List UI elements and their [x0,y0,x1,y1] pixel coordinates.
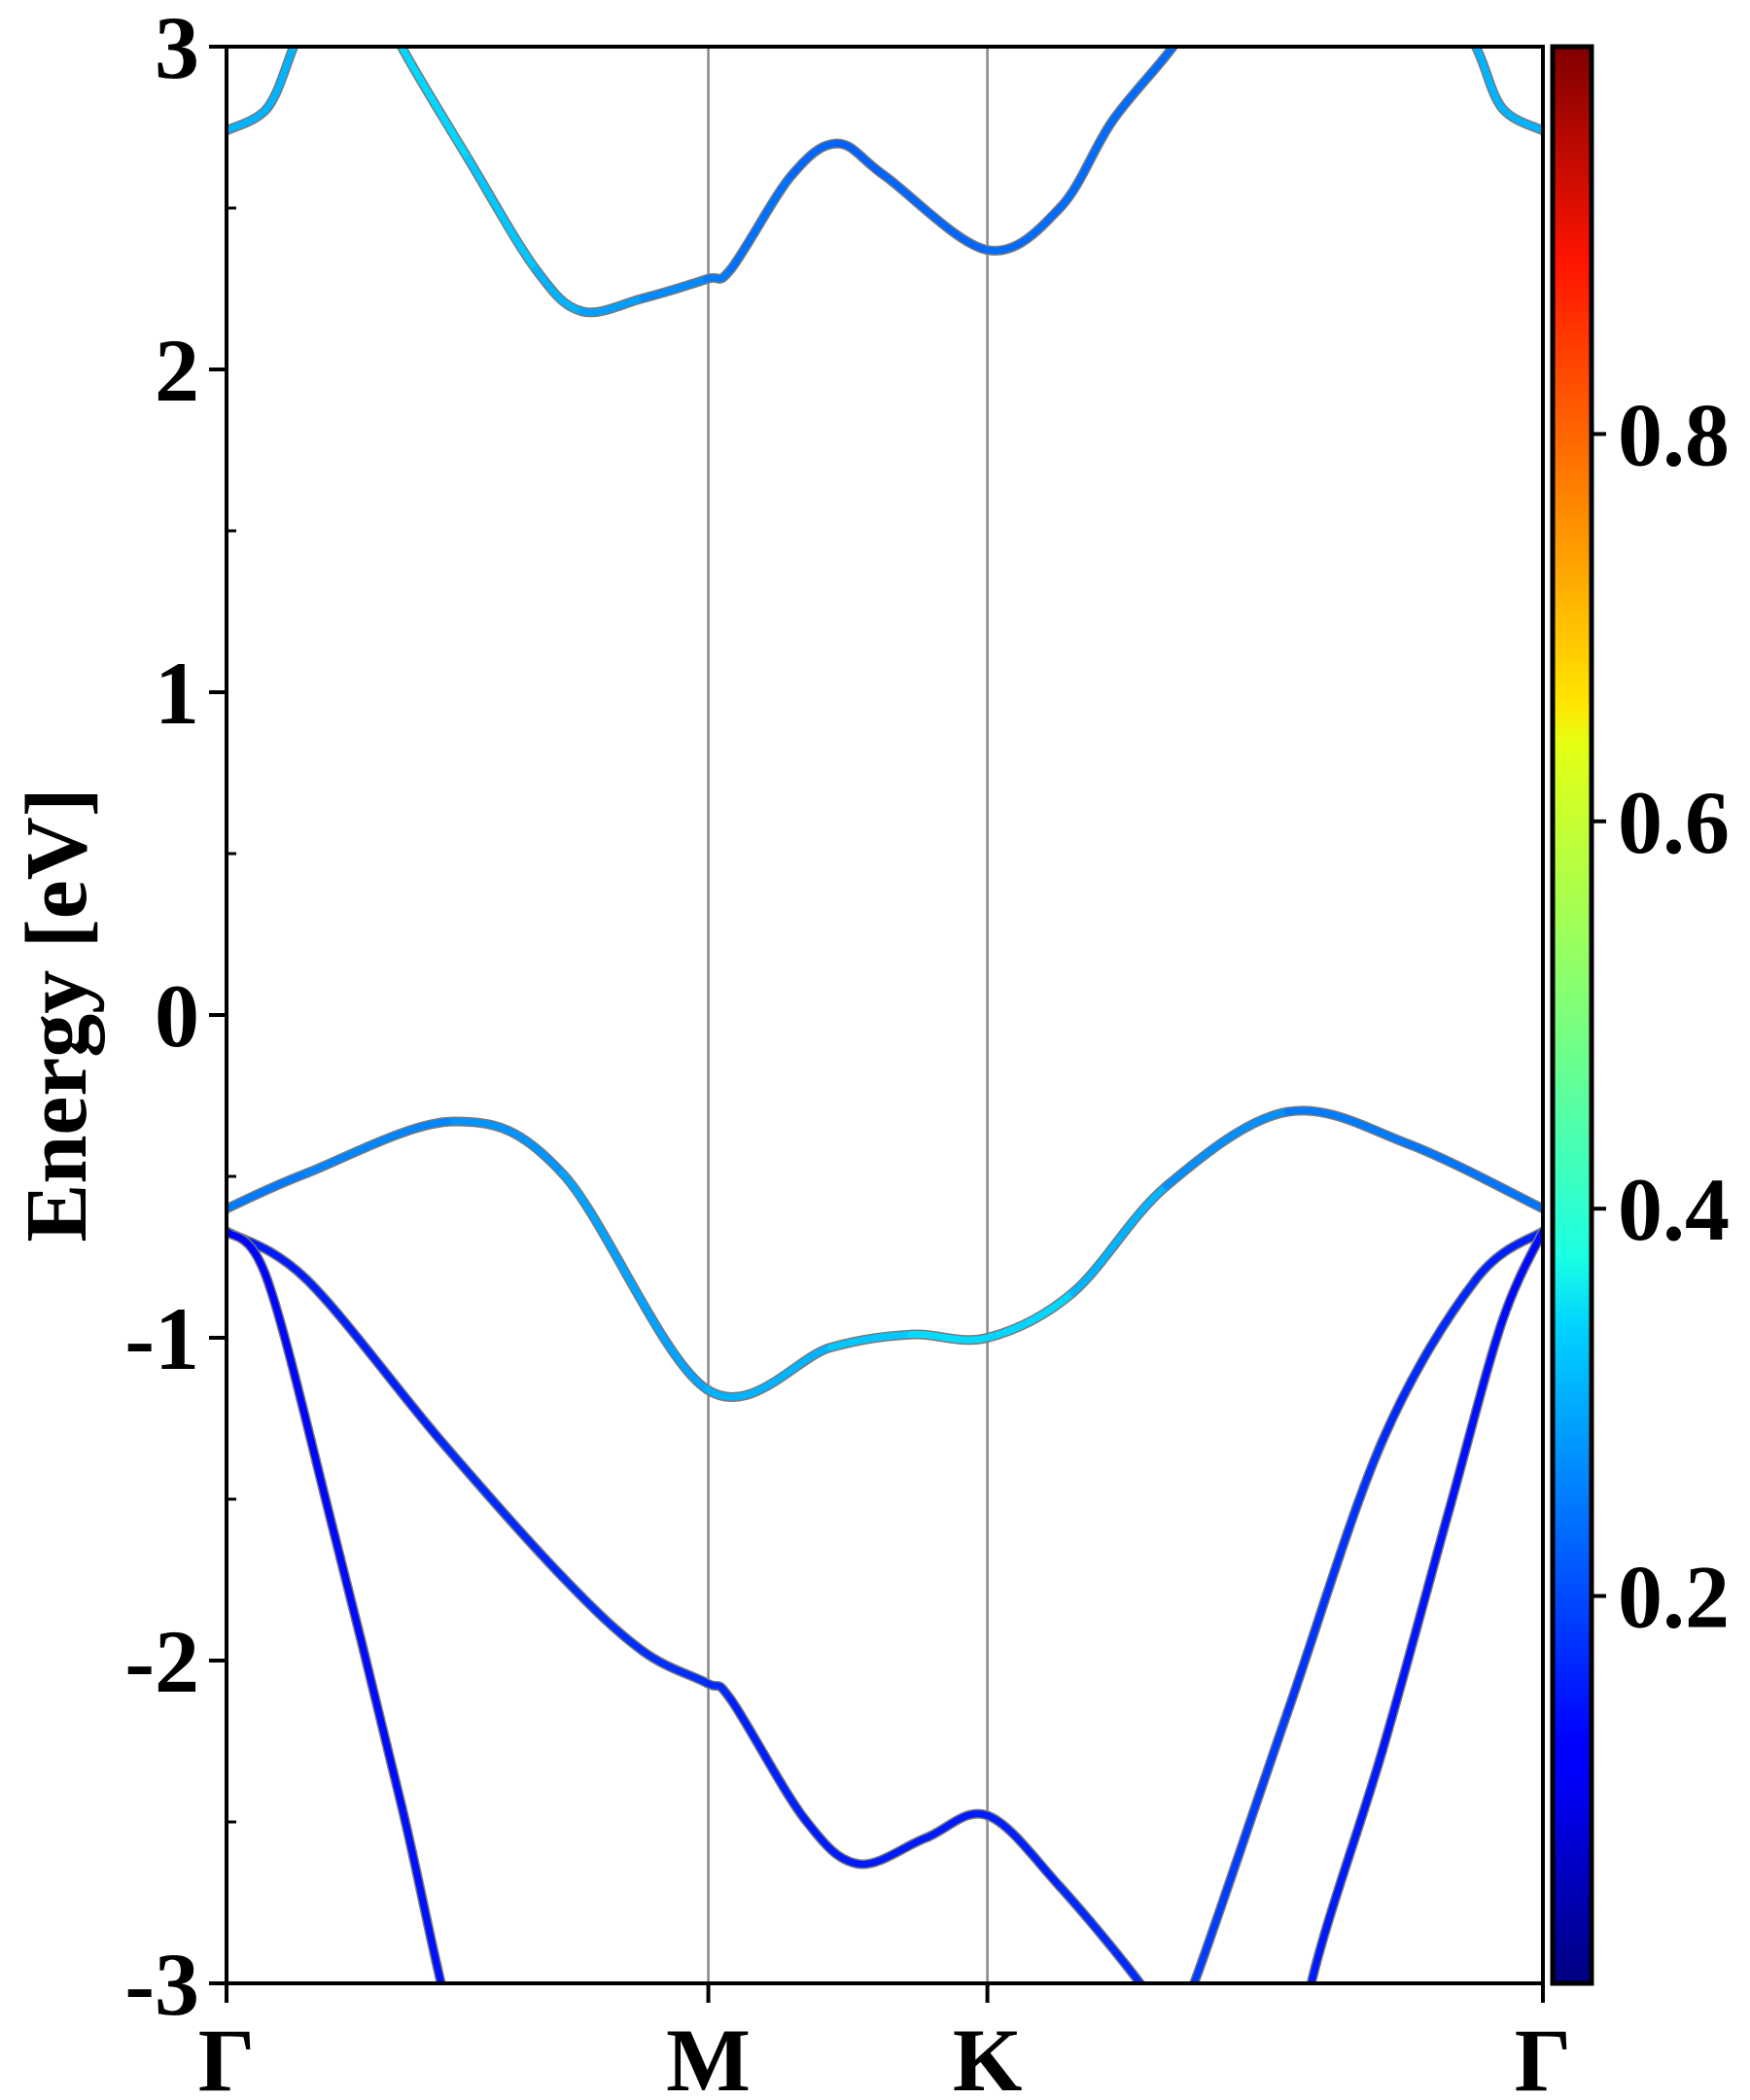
band-segment [398,47,472,163]
valence-band-3 [227,1226,1543,1983]
band-segment [1056,1882,1144,1983]
band-segment [578,295,647,316]
band-segment [855,1835,929,1868]
band-segment [1190,1979,1198,1983]
band-segment [1472,47,1506,112]
band-segment [1471,47,1480,51]
y-axis: 3 2 1 0 -1 -2 -3 [124,0,236,2034]
y-tick-label: 1 [155,644,199,743]
band-segment [1446,1317,1506,1513]
band-segment [907,1331,992,1344]
band-segment [227,104,271,134]
band-segment [703,1344,834,1401]
band-segment [558,1170,711,1393]
x-tick-label: K [953,2011,1023,2100]
band-segment [788,140,841,180]
band-segment [703,265,735,283]
band-segment [727,1696,808,1823]
band-outline [1135,1978,1146,1983]
band-segment [438,1979,445,1983]
band-segment [1056,117,1116,212]
band-segment [826,1331,915,1351]
band-segment [263,47,298,112]
colorbar-ticks: 0.2 0.4 0.6 0.8 [1592,385,1730,1647]
plot-frame [225,45,1545,1985]
band-segment [331,1531,405,1809]
band-segment [558,1573,647,1655]
band-segment [881,172,992,254]
band-outline [1188,1978,1200,1983]
band-outline [1470,47,1481,52]
band-segment [1283,1437,1386,1716]
band-segment [263,1276,338,1539]
valence-band-2 [227,1226,1543,1983]
band-segment [465,156,540,273]
bands [227,47,1543,1983]
band-outline [396,47,407,52]
band-segment [227,1170,311,1212]
band-segment [1498,1227,1543,1325]
band-outline [436,1978,446,1983]
band-segment [800,1815,862,1868]
band-segment [1283,1106,1413,1148]
x-tick-label: Γ [198,2011,256,2100]
band-segment [1108,47,1177,124]
band-segment [922,1810,992,1842]
band-segment [833,140,889,180]
conduction-band-right [1470,47,1543,136]
band-segment [1163,1108,1291,1190]
band-segment [1069,1182,1171,1297]
band-segment [532,265,586,315]
high-symmetry-lines [707,47,989,1983]
band-segment [639,275,711,302]
x-tick-label: M [666,2011,751,2100]
band-segment [398,1802,445,1983]
band-segment [984,204,1064,255]
band-segment [703,1679,735,1703]
conduction-band [227,47,1179,318]
band-segment [639,1647,711,1687]
band-segment [1498,104,1543,134]
band-segment [1308,1979,1315,1983]
y-tick-label: -1 [124,1289,199,1388]
y-tick-label: 0 [155,966,199,1066]
y-tick-label: 3 [155,0,199,97]
band-segment [984,1289,1077,1342]
y-tick-label: -3 [124,1935,199,2034]
band-segment [1170,47,1177,51]
band-segment [1190,1708,1291,1983]
band-segment [227,1227,271,1283]
colorbar-tick-label: 0.2 [1618,1548,1730,1647]
valence-band-1 [227,1105,1543,1402]
colorbar-tick-label: 0.4 [1618,1160,1730,1259]
colorbar-tick-label: 0.6 [1618,773,1730,872]
band-segment [438,1437,566,1581]
colorbar-tick-label: 0.8 [1618,385,1730,484]
band-segment [450,1118,566,1177]
band-outline [1168,47,1179,52]
band-segment [303,1118,458,1177]
y-tick-label: 2 [155,321,199,420]
band-segment [1405,1140,1543,1212]
band-outline [1306,1978,1316,1983]
band-segment [1308,1747,1386,1983]
band-segment [984,1811,1064,1890]
band-segment [1379,1276,1480,1445]
y-axis-label: Energy [eV] [9,788,105,1242]
band-segment [1379,1505,1453,1755]
band-segment [290,47,298,51]
band-segment [1137,1979,1144,1983]
band-segment [398,47,405,51]
x-tick-label: Γ [1515,2011,1572,2100]
band-outline [289,47,299,52]
band-segment [727,172,795,273]
colorbar [1550,44,1594,1986]
band-segment [303,1276,445,1445]
y-tick-label: -2 [124,1612,199,1711]
